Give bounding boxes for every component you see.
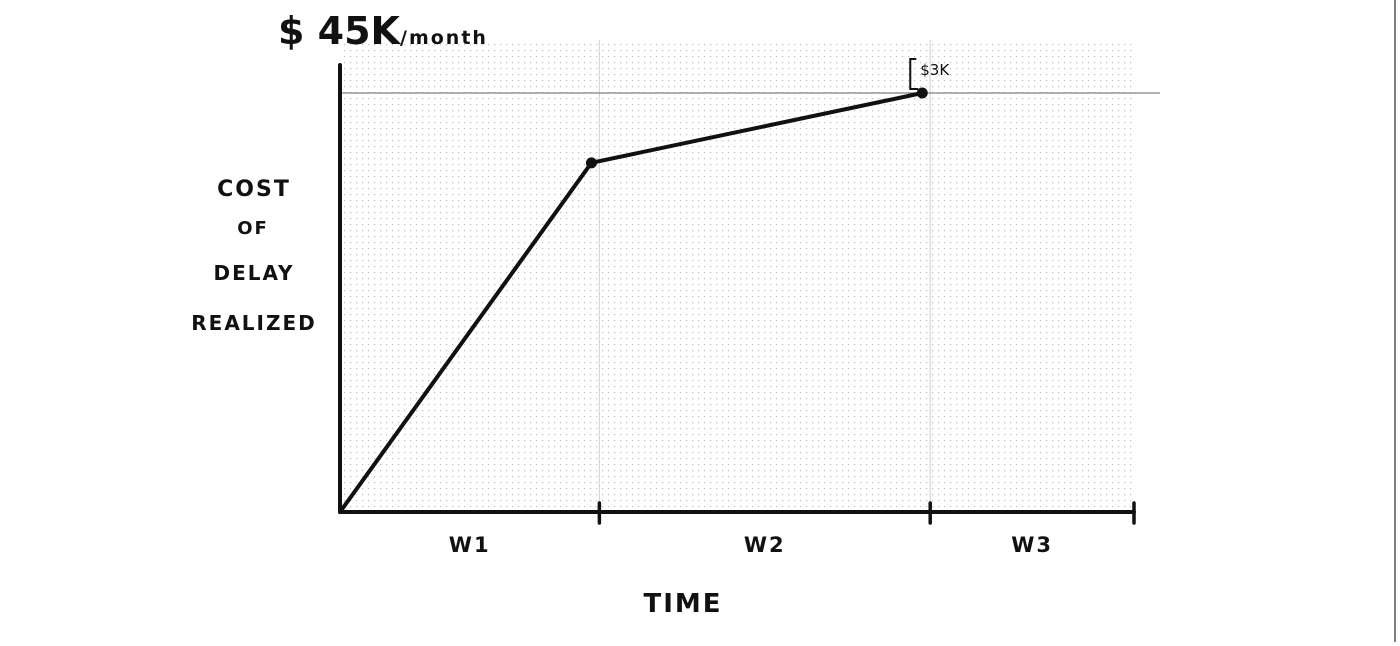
x-tick-label-w3: W3 — [1011, 533, 1053, 557]
y-axis-label: COST OF DELAY REALIZED — [191, 177, 317, 335]
data-marker-2 — [916, 87, 928, 99]
chart-title-amount: $ 45K — [278, 9, 402, 53]
y-axis-label-line-3: DELAY — [213, 261, 294, 285]
x-tick-label-w2: W2 — [744, 533, 786, 557]
y-axis-label-line-1: COST — [217, 177, 291, 202]
data-markers — [585, 87, 928, 169]
x-tick-labels: W1 W2 W3 — [449, 533, 1053, 557]
week-guides — [598, 40, 931, 512]
y-axis-label-line-2: OF — [237, 218, 269, 239]
data-marker-1 — [585, 157, 597, 169]
annotation-bracket — [909, 58, 919, 90]
chart-title-unit: /month — [400, 27, 488, 49]
x-ticks — [597, 501, 1136, 525]
annotation-label: $3K — [920, 61, 950, 79]
x-axis-label: TIME — [643, 589, 722, 619]
x-tick-label-w1: W1 — [449, 533, 491, 557]
y-axis-label-line-4: REALIZED — [191, 311, 317, 335]
chart-title: $ 45K/month — [278, 9, 488, 53]
plot-grid-background — [342, 40, 1134, 512]
